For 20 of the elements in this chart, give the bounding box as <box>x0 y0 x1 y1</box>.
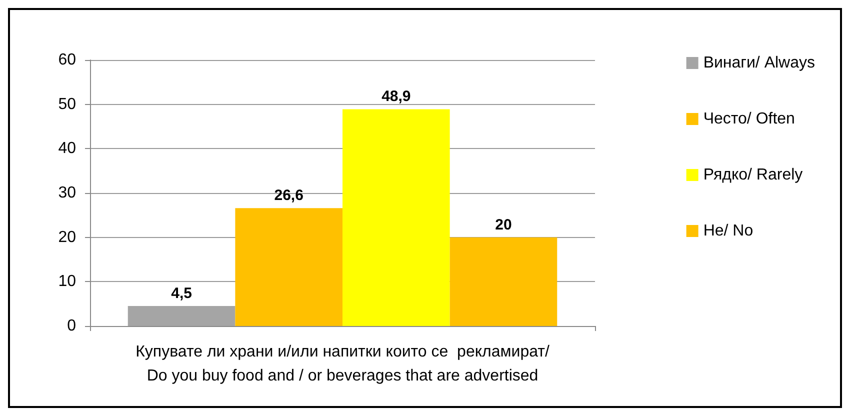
y-tick-label: 40 <box>58 140 76 158</box>
legend-label: Не/ No <box>703 222 754 240</box>
y-tick-label: 60 <box>58 52 76 68</box>
y-tick-label: 20 <box>58 228 76 246</box>
bar <box>342 109 450 326</box>
legend-label: Често/ Often <box>703 110 795 128</box>
legend-label: Рядко/ Rarely <box>703 166 803 184</box>
y-tick-label: 50 <box>58 96 76 113</box>
y-tick-label: 30 <box>58 184 76 202</box>
bar <box>450 237 558 326</box>
data-label: 26,6 <box>274 187 304 204</box>
y-tick-label: 0 <box>67 318 76 334</box>
x-tick-label: Купувате ли храни и/или напитки които се рекламират/ Do you buy food and / or beverages that are advertised <box>136 344 550 384</box>
bar <box>128 306 236 326</box>
data-label: 48,9 <box>382 88 411 106</box>
data-label: 20 <box>495 216 512 234</box>
y-tick-label: 10 <box>58 273 76 290</box>
bar <box>235 208 342 326</box>
legend-label: Винаги/ Always <box>703 54 815 72</box>
data-label: 4,5 <box>171 285 192 302</box>
